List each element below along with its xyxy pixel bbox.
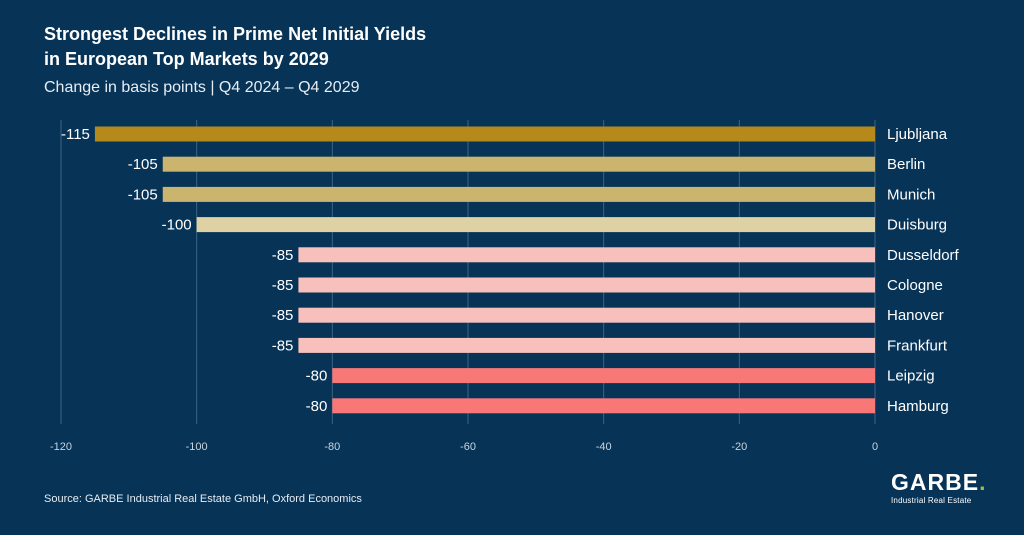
bar [298,337,876,353]
category-label: Berlin [887,156,925,173]
logo-name: GARBE [891,469,980,495]
x-tick-label: 0 [872,441,878,453]
chart-subtitle: Change in basis points | Q4 2024 – Q4 20… [44,79,360,96]
x-tick-label: -100 [186,441,208,453]
x-tick-label: -20 [731,441,747,453]
category-label: Duisburg [887,217,947,234]
bar [196,217,875,233]
category-label: Leipzig [887,368,935,385]
category-label: Cologne [887,277,943,294]
logo-dot: . [979,469,987,495]
chart-header: Strongest Declines in Prime Net Initial … [44,22,744,99]
value-label: -105 [128,186,158,203]
x-tick-label: -60 [460,441,476,453]
value-label: -80 [306,368,328,385]
value-label: -115 [61,126,90,143]
value-label: -85 [272,307,294,324]
value-label: -85 [272,247,294,264]
bar [298,277,876,293]
bar [298,247,876,263]
value-label: -85 [272,277,294,294]
category-label: Ljubljana [887,126,948,143]
category-label: Hanover [887,307,944,324]
value-label: -80 [306,398,328,415]
x-tick-label: -40 [596,441,612,453]
category-label: Hamburg [887,398,949,415]
bar [298,307,876,323]
bar [162,156,875,172]
chart-title: Strongest Declines in Prime Net Initial … [44,24,427,69]
x-tick-label: -120 [50,441,72,453]
source-note: Source: GARBE Industrial Real Estate Gmb… [44,493,362,505]
category-label: Munich [887,186,935,203]
value-label: -85 [272,337,294,354]
value-label: -105 [128,156,158,173]
bar [332,398,875,414]
category-label: Frankfurt [887,337,948,354]
bar [94,126,875,142]
bar [162,186,875,202]
value-label: -100 [162,217,192,234]
logo-wordmark: GARBE. [891,470,1001,494]
category-label: Dusseldorf [887,247,960,264]
bar [332,368,875,384]
garbe-logo: GARBE. Industrial Real Estate [891,470,1001,505]
x-tick-label: -80 [324,441,340,453]
logo-tagline: Industrial Real Estate [891,496,972,505]
